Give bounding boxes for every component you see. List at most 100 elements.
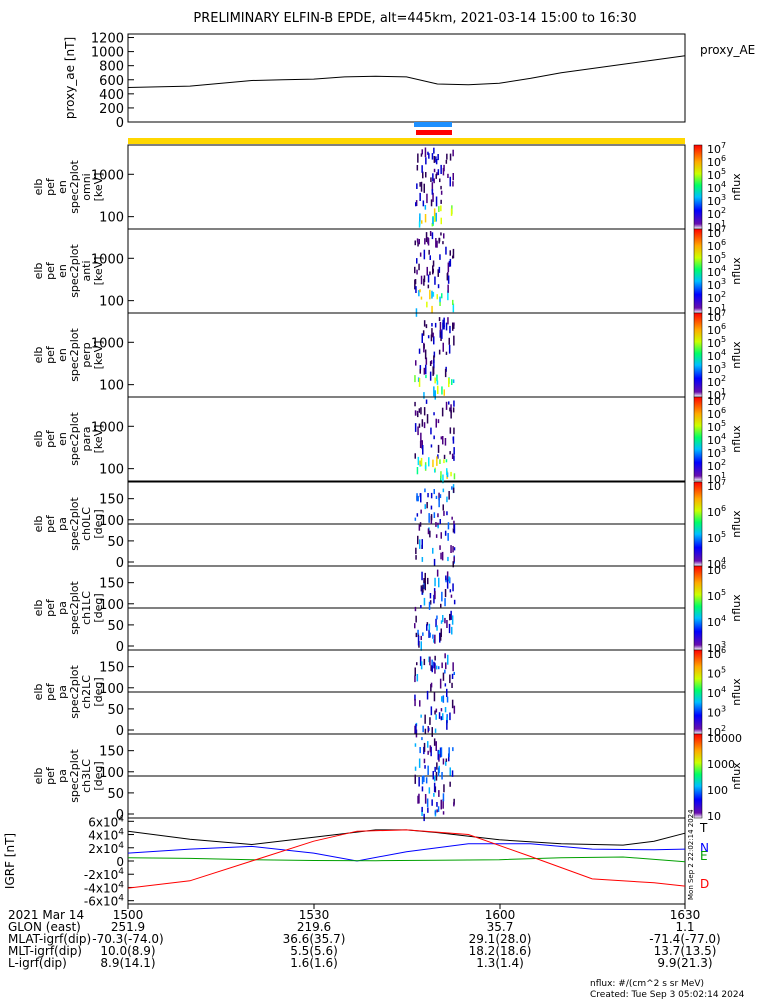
spec-pixel <box>445 662 447 670</box>
spec-pixel <box>418 239 420 245</box>
spec-pixel <box>448 401 450 405</box>
spec-pixel <box>427 807 429 813</box>
spec-ylabel-word: spec2plot <box>68 412 81 466</box>
spec-pixel <box>424 464 427 470</box>
spec-pixel <box>436 615 438 620</box>
spec-panel-6: 0 50 100 150 elb pef pa spec2plot ch2LC [deg] 102 1… <box>32 646 743 739</box>
spec-pixel <box>422 584 424 593</box>
spec-pixel <box>448 491 450 500</box>
spec-pixel <box>418 348 421 354</box>
spec-pixel <box>433 594 435 604</box>
ae-tick-label: 1200 <box>91 32 124 47</box>
colorbar-tick: 104 <box>707 348 726 363</box>
spec-pixel <box>421 786 424 792</box>
spec-pixel <box>419 656 422 666</box>
spec-pixel <box>414 667 416 676</box>
spec-pixel <box>425 399 428 404</box>
spec-pixel <box>420 661 423 670</box>
spec-pixel <box>446 496 448 503</box>
spec-pixel <box>429 530 431 538</box>
spec-ylabel-word: pef <box>44 261 57 280</box>
spec-pixel <box>434 390 436 400</box>
spec-tick-label: 100 <box>99 211 124 226</box>
spec-pixel <box>430 505 433 510</box>
spec-pixel <box>438 266 441 273</box>
spec-pixel <box>414 266 416 274</box>
colorbar-tick: 106 <box>707 154 726 169</box>
spec-pixel <box>427 528 430 535</box>
spec-pixel <box>428 457 430 467</box>
spec-pixel <box>450 610 452 620</box>
spec-pixel <box>439 632 441 643</box>
spec-pixel <box>419 213 421 222</box>
colorbar-tick: 102 <box>707 206 726 221</box>
spec-pixel <box>451 379 453 385</box>
spec-pixel <box>439 494 442 498</box>
igrf-legend-t: T <box>699 821 708 835</box>
colorbar-tick: 104 <box>707 264 726 279</box>
spec-pixel <box>423 249 426 260</box>
spec-pixel <box>444 707 447 713</box>
spec-pixel <box>444 617 446 624</box>
spec-pixel <box>437 454 439 459</box>
spec-tick-label: 100 <box>99 379 124 394</box>
spec-pixel <box>433 386 435 397</box>
colorbar-tick: 105 <box>707 530 726 545</box>
footer-value: 18.2(18.6) <box>469 944 532 958</box>
spec-pixel <box>414 725 416 734</box>
spec-pixel <box>435 665 438 670</box>
spec-pixel <box>431 182 434 192</box>
spec-pixel <box>424 765 426 769</box>
spec-pixel <box>421 810 423 816</box>
spec-pixel <box>418 378 421 387</box>
spec-pixel <box>437 269 439 277</box>
spec-pixel <box>415 547 417 555</box>
spec-pixel <box>433 359 435 369</box>
footer-value: 10.0(8.9) <box>100 944 155 958</box>
spec-pixel <box>444 589 447 598</box>
spec-pixel <box>424 214 427 223</box>
spec-pixel <box>417 242 419 247</box>
spec-pixel <box>424 488 426 493</box>
colorbar-label: nflux <box>730 594 743 622</box>
colorbar-tick: 107 <box>707 393 726 408</box>
spec-ylabel-word: spec2plot <box>68 581 81 635</box>
footer-table: 2021 Mar 14 1500 1530 1600 1630 GLON (east) 25… <box>8 904 745 1000</box>
colorbar <box>693 565 703 651</box>
spec-pixel <box>433 178 435 184</box>
spec-pixel <box>414 240 416 246</box>
spec-ylabel-word: omni <box>80 173 93 200</box>
spec-pixel <box>448 623 451 634</box>
spec-pixel <box>434 664 436 674</box>
spec-pixel <box>417 795 419 804</box>
spec-pixel <box>444 598 446 607</box>
spec-ylabel-word: [keV] <box>92 257 105 286</box>
spec-pixel <box>444 653 446 659</box>
spec-pixel <box>447 522 450 530</box>
spec-ylabel-word: spec2plot <box>68 244 81 298</box>
spec-pixel <box>449 451 451 455</box>
spec-pixel <box>441 772 443 780</box>
spec-ylabel-word: en <box>56 264 69 278</box>
spec-pixel <box>430 360 433 364</box>
colorbar-tick: 103 <box>707 361 726 376</box>
spec-pixel <box>453 802 455 807</box>
spec-pixel <box>437 385 439 394</box>
colorbar-label: nflux <box>730 341 743 369</box>
spec-pixel <box>437 522 439 527</box>
spec-pixel <box>453 455 455 461</box>
spec-pixel <box>426 301 428 308</box>
spec-pixel <box>417 633 420 637</box>
spec-pixel <box>429 717 431 725</box>
igrf-tick-label: -4x104 <box>84 880 124 895</box>
spec-pixel <box>443 389 445 396</box>
spec-pixel <box>433 782 436 793</box>
spec-pixel <box>447 556 449 562</box>
colorbar <box>693 481 703 567</box>
spec-pixel <box>417 456 420 466</box>
spec-pixel <box>429 593 432 599</box>
ae-tick-label: 800 <box>99 60 124 75</box>
spec-tick-label: 150 <box>99 493 124 508</box>
spec-pixel <box>421 165 423 173</box>
spec-tick-label: 1000 <box>91 420 124 435</box>
